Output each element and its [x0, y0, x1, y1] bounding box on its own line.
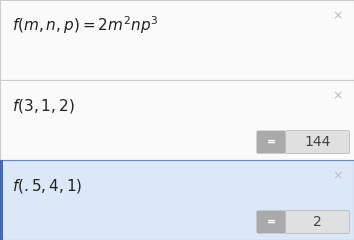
FancyBboxPatch shape [257, 131, 285, 154]
FancyBboxPatch shape [285, 131, 349, 154]
Text: $\it{f}(.5,4,1)$: $\it{f}(.5,4,1)$ [12, 177, 82, 195]
Text: 2: 2 [313, 215, 322, 229]
Text: ×: × [333, 89, 343, 102]
Text: 144: 144 [304, 135, 331, 149]
Text: =: = [266, 137, 276, 147]
Text: ×: × [333, 9, 343, 22]
Bar [0, 160, 3, 240]
Text: $\it{f}(3,1,2)$: $\it{f}(3,1,2)$ [12, 96, 75, 114]
Text: =: = [266, 217, 276, 227]
Bar [0, 0, 354, 80]
Bar [0, 160, 354, 240]
Text: ×: × [333, 169, 343, 182]
FancyBboxPatch shape [257, 210, 285, 234]
Bar [0, 80, 354, 160]
FancyBboxPatch shape [285, 210, 349, 234]
Text: $\it{f}(m,n,p) = 2m^2np^3$: $\it{f}(m,n,p) = 2m^2np^3$ [12, 15, 158, 36]
